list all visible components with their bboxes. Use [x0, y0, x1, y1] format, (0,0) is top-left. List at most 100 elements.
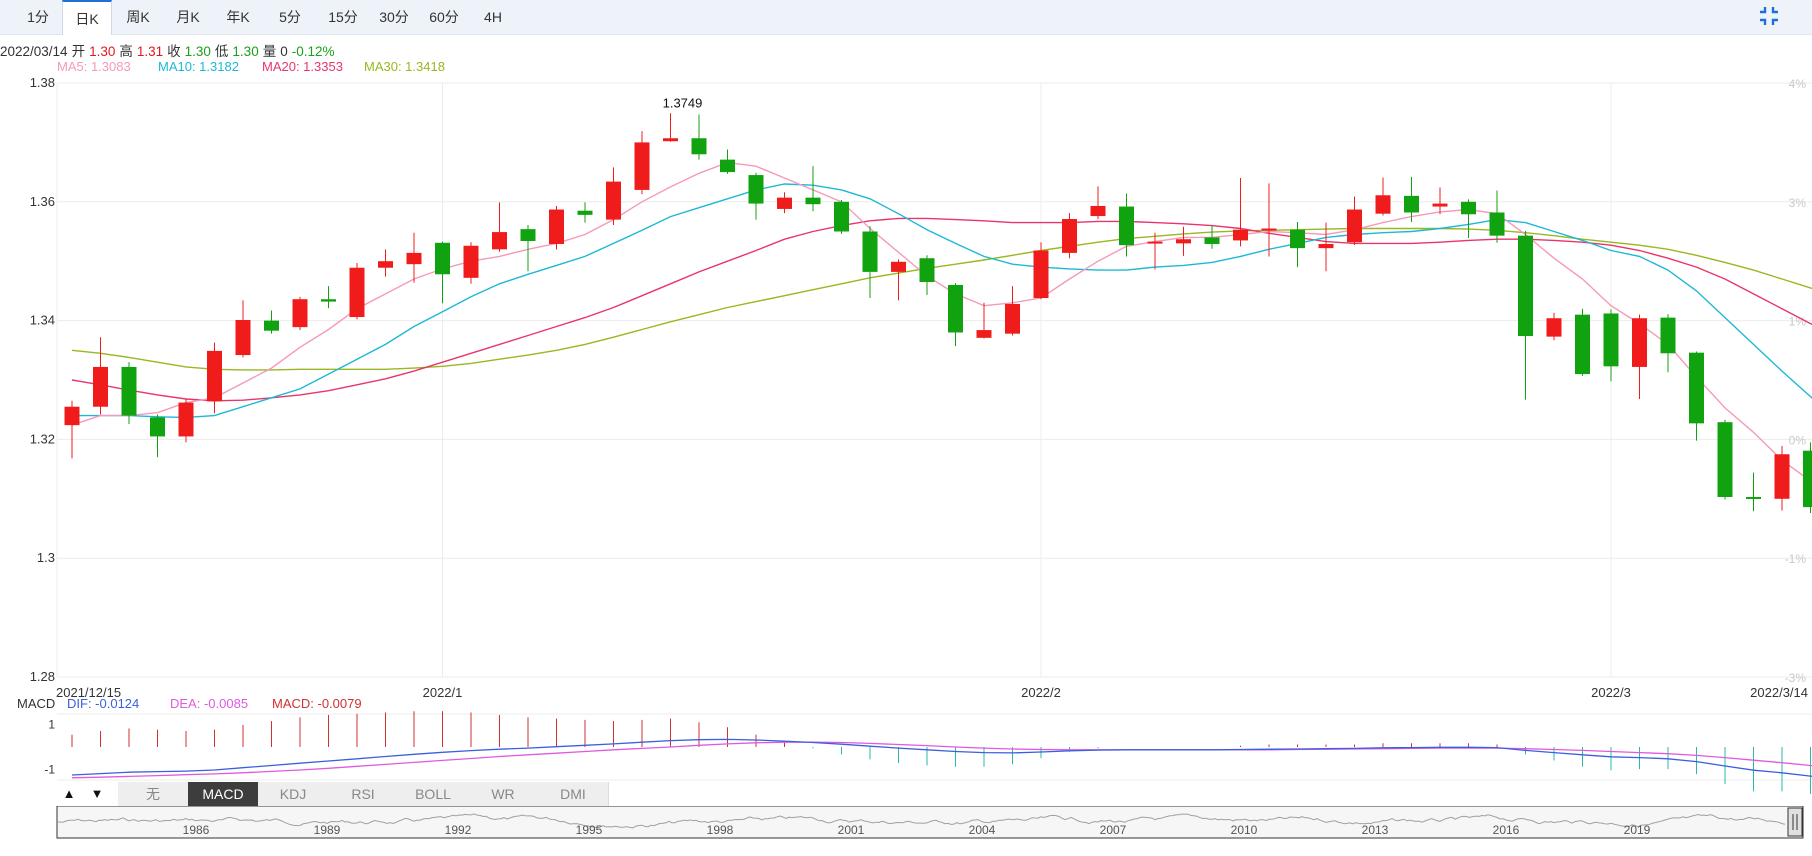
tab-daily-k[interactable]: 日K	[62, 0, 112, 35]
indicator-wr[interactable]: WR	[468, 782, 539, 806]
candle-down	[720, 159, 735, 173]
close-label: 收	[167, 44, 181, 59]
navigator-year-label: 1989	[314, 823, 341, 837]
tab-yearly-k[interactable]: 年K	[226, 9, 250, 25]
candle-up	[235, 320, 251, 356]
indicator-none[interactable]: 无	[118, 782, 189, 806]
dif-line	[71, 738, 1812, 777]
candle-down	[919, 258, 935, 282]
candle-down	[948, 284, 963, 333]
candle-up	[891, 261, 906, 272]
x-tick-label: 2022/3	[1591, 685, 1631, 700]
candle-up	[606, 181, 621, 220]
close-value: 1.30	[184, 44, 211, 59]
open-label: 开	[71, 44, 86, 59]
x-tick-label: 2022/3/14	[1750, 685, 1808, 700]
candle-down	[321, 299, 336, 302]
candle-up	[64, 406, 80, 426]
x-tick-label: 2022/2	[1021, 685, 1061, 700]
ma10-line	[72, 183, 1812, 419]
candle-down	[834, 201, 849, 232]
tab-weekly-k[interactable]: 周K	[126, 9, 150, 25]
candle-down	[1119, 206, 1134, 246]
candle-down	[1717, 422, 1733, 498]
candle-up	[1432, 203, 1448, 207]
candle-up	[178, 402, 194, 437]
candle-up	[1774, 454, 1790, 499]
indicator-rsi[interactable]: RSI	[328, 782, 399, 806]
navigator-year-label: 2019	[1624, 823, 1651, 837]
navigator-year-label: 2007	[1100, 823, 1127, 837]
tab-monthly-k[interactable]: 月K	[176, 9, 200, 25]
dea-legend: DEA: -0.0085	[170, 696, 249, 711]
macd-axis-label: -1	[44, 762, 55, 776]
indicator-boll[interactable]: BOLL	[398, 782, 469, 806]
tab-60min[interactable]: 60分	[429, 9, 459, 25]
indicator-macd[interactable]: MACD	[188, 782, 259, 806]
open-value: 1.30	[89, 44, 116, 59]
navigator-year-label: 1992	[445, 823, 472, 837]
navigator-year-label: 1998	[707, 823, 734, 837]
candle-down	[435, 242, 450, 275]
candle-down	[1575, 314, 1590, 375]
volume-label: 量	[262, 44, 277, 59]
candle-up	[634, 142, 650, 190]
high-value: 1.31	[136, 44, 164, 59]
candle-up	[663, 138, 678, 142]
high-label: 高	[119, 44, 133, 59]
candle-up	[207, 350, 222, 402]
candle-up	[349, 267, 365, 318]
candle-up	[1233, 229, 1248, 241]
ma20-legend: MA20: 1.3353	[262, 59, 343, 74]
macd-axis-label: 1	[48, 718, 55, 732]
navigator-handle[interactable]	[1787, 807, 1803, 837]
candle-up	[492, 232, 507, 250]
y-tick-label: 1.36	[30, 194, 55, 209]
candle-up	[1546, 318, 1562, 337]
navigator-year-label: 2016	[1493, 823, 1520, 837]
tab-30min[interactable]: 30分	[379, 9, 409, 25]
candle-down	[862, 231, 878, 272]
ma10-legend: MA10: 1.3182	[158, 59, 239, 74]
right-tick-label: 3%	[1789, 196, 1807, 210]
candle-up	[976, 330, 992, 338]
tab-5min[interactable]: 5分	[279, 9, 301, 25]
candle-up	[1062, 219, 1077, 253]
indicator-kdj[interactable]: KDJ	[258, 782, 329, 806]
candle-down	[121, 366, 137, 416]
candle-down	[150, 417, 165, 437]
candle-up	[549, 209, 564, 244]
right-tick-label: -3%	[1785, 671, 1807, 685]
period-tabbar: 1分 日K 周K 月K 年K 5分 15分 30分 60分 4H	[0, 0, 1812, 35]
candle-down	[748, 175, 764, 204]
indicator-dmi[interactable]: DMI	[538, 782, 609, 806]
candle-down	[1660, 317, 1676, 354]
candle-down	[1803, 450, 1812, 508]
candle-down	[1204, 237, 1220, 244]
candle-up	[1033, 250, 1049, 299]
candle-down	[264, 320, 279, 331]
y-tick-label: 1.28	[30, 669, 55, 684]
tab-4h[interactable]: 4H	[484, 9, 502, 25]
change-value: -0.12%	[291, 44, 335, 59]
candle-down	[577, 210, 593, 215]
candle-down	[1518, 235, 1533, 337]
candle-down	[1489, 212, 1505, 236]
candle-up	[463, 245, 479, 278]
move-down-button[interactable]: ▼	[90, 786, 104, 801]
tab-1min[interactable]: 1分	[27, 9, 49, 25]
collapse-icon[interactable]	[1758, 5, 1780, 27]
macd-value-legend: MACD: -0.0079	[272, 696, 362, 711]
time-navigator[interactable]: 1986 1989 1992 1995 1998 2001 2004 2007 2010 2013…	[0, 806, 1812, 846]
candle-up	[292, 299, 308, 328]
macd-title: MACD	[17, 696, 56, 711]
tab-15min[interactable]: 15分	[328, 9, 358, 25]
ma5-line	[71, 161, 1812, 483]
info-date: 2022/03/14	[0, 44, 68, 59]
candle-down	[1290, 229, 1305, 249]
navigator-year-label: 2001	[838, 823, 865, 837]
move-up-button[interactable]: ▲	[62, 786, 76, 801]
candle-up	[1318, 243, 1334, 249]
candle-up	[1632, 318, 1647, 367]
candle-down	[1461, 201, 1476, 215]
